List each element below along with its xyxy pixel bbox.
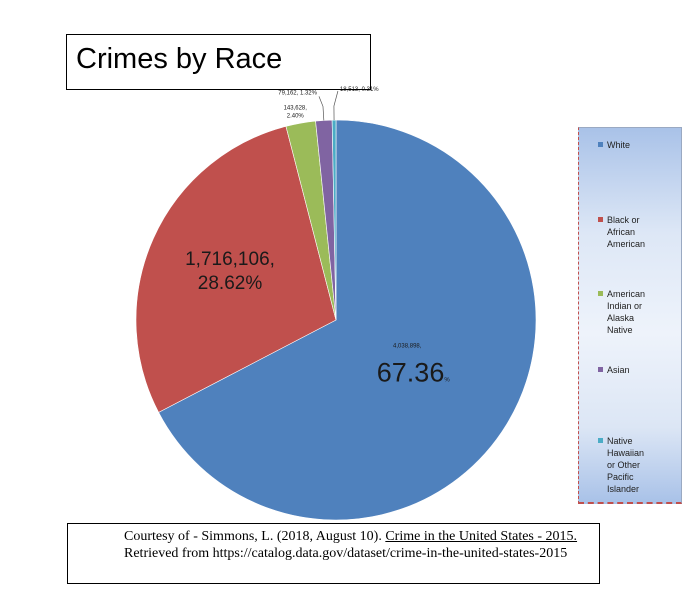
legend-label-line: Native: [607, 436, 633, 446]
legend-label-line: Pacific: [607, 472, 634, 482]
leader-line-asian: [318, 96, 325, 121]
pie-slice-4: [331, 119, 337, 321]
legend-label-line: Alaska: [607, 313, 635, 323]
legend-item-4: Native Hawaiian or Other Pacific Islander: [598, 435, 681, 495]
data-label-american-indian-percent: 2.40%: [287, 113, 305, 119]
legend-label-line: American: [607, 239, 646, 249]
legend-label-line: American: [607, 289, 646, 299]
chart-legend: White Black or African American American Indi…: [578, 127, 682, 504]
pie-slice-0: [158, 119, 537, 521]
legend-label-line: Native: [607, 325, 633, 335]
data-label-american-indian-value: 143,628,: [284, 105, 308, 111]
credit-suffix: Retrieved from https://catalog.data.gov/…: [124, 546, 568, 561]
credit-prefix: Courtesy of - Simmons, L. (2018, August …: [124, 529, 386, 544]
leader-line-native-hawaiian: [333, 90, 339, 121]
legend-swatch-3: [598, 367, 603, 372]
pie-slice-1: [135, 125, 337, 413]
legend-item-2: American Indian or Alaska Native: [598, 288, 681, 336]
legend-label-line: Hawaiian: [607, 448, 645, 458]
data-label-asian: 79,162, 1.32%: [278, 90, 317, 96]
legend-swatch-2: [598, 291, 603, 296]
data-label-native-hawaiian: 18,513, 0.31%: [340, 87, 379, 93]
data-label-white-percent: 67.36%: [377, 358, 451, 388]
data-label-white-value: 4,038,898,: [393, 344, 422, 350]
legend-label-line: Asian: [607, 365, 630, 375]
chart-title-box: Crimes by Race: [66, 34, 371, 90]
legend-label-line: African: [607, 227, 636, 237]
legend-swatch-0: [598, 142, 603, 147]
legend-item-0: White: [598, 139, 681, 151]
legend-swatch-1: [598, 217, 603, 222]
credit-text: Courtesy of - Simmons, L. (2018, August …: [124, 528, 594, 562]
credit-link-title: Crime in the United States - 2015.: [385, 529, 578, 544]
legend-swatch-4: [598, 438, 603, 443]
legend-item-3: Asian: [598, 364, 681, 376]
legend-label-line: Indian or: [607, 301, 643, 311]
data-label-black-value: 1,716,106,: [185, 249, 275, 270]
credit-box: Courtesy of - Simmons, L. (2018, August …: [67, 523, 600, 584]
data-label-white-percent-sign: %: [444, 378, 450, 384]
chart-title: Crimes by Race: [76, 43, 283, 75]
legend-item-1: Black or African American: [598, 214, 681, 250]
legend-label-line: White: [607, 140, 631, 150]
data-label-black-percent: 28.62%: [198, 273, 263, 294]
legend-label-line: Islander: [607, 484, 640, 494]
legend-label-line: Black or: [607, 215, 640, 225]
legend-label-line: or Other: [607, 460, 641, 470]
